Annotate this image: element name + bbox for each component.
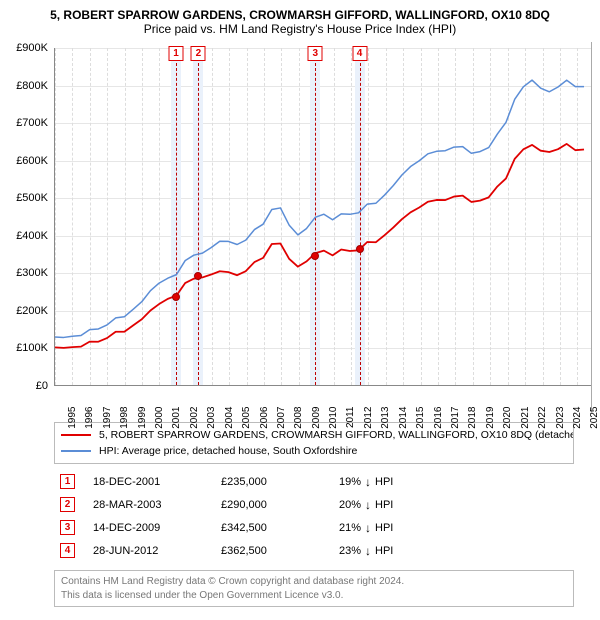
x-tick-label: 2000 (154, 407, 165, 429)
sale-marker-box: 3 (308, 46, 323, 61)
sale-price: £342,500 (221, 522, 321, 534)
y-tick-label: £300K (16, 267, 48, 279)
x-tick-label: 2020 (502, 407, 513, 429)
x-tick-label: 1998 (119, 407, 130, 429)
y-tick-label: £800K (16, 80, 48, 92)
x-tick-label: 2021 (519, 407, 530, 429)
chart-area: £0 £100K £200K £300K £400K £500K £600K £700K £80… (8, 42, 592, 412)
x-tick-label: 2008 (293, 407, 304, 429)
sale-marker-box: 4 (352, 46, 367, 61)
legend-swatch (61, 434, 91, 436)
sale-date: 18-DEC-2001 (93, 476, 203, 488)
x-tick-label: 1995 (67, 407, 78, 429)
sale-marker-box: 1 (169, 46, 184, 61)
x-tick-label: 2004 (223, 407, 234, 429)
x-tick-label: 2014 (398, 407, 409, 429)
y-tick-label: £600K (16, 155, 48, 167)
legend-label: HPI: Average price, detached house, Sout… (99, 445, 357, 457)
x-tick-label: 2005 (241, 407, 252, 429)
x-tick-label: 2025 (589, 407, 600, 429)
x-tick-label: 2022 (537, 407, 548, 429)
x-tick-label: 2009 (311, 407, 322, 429)
chart-title-address: 5, ROBERT SPARROW GARDENS, CROWMARSH GIF… (8, 8, 592, 22)
sale-delta: 21% ↓ HPI (339, 521, 449, 535)
x-tick-label: 1999 (136, 407, 147, 429)
x-tick-label: 2007 (276, 407, 287, 429)
x-tick-label: 2002 (189, 407, 200, 429)
chart-lines (55, 48, 591, 385)
x-tick-label: 2003 (206, 407, 217, 429)
arrow-down-icon: ↓ (365, 521, 371, 535)
x-tick-label: 2024 (572, 407, 583, 429)
chart-title-block: 5, ROBERT SPARROW GARDENS, CROWMARSH GIF… (8, 8, 592, 36)
attribution-footer: Contains HM Land Registry data © Crown c… (54, 570, 574, 607)
sale-date: 28-JUN-2012 (93, 545, 203, 557)
legend-row: HPI: Average price, detached house, Sout… (61, 443, 567, 459)
sale-delta-pct: 19% (339, 476, 361, 488)
x-tick-label: 2023 (554, 407, 565, 429)
sale-price: £235,000 (221, 476, 321, 488)
y-tick-label: £100K (16, 342, 48, 354)
arrow-down-icon: ↓ (365, 475, 371, 489)
sale-row: 1 18-DEC-2001 £235,000 19% ↓ HPI (54, 470, 574, 493)
sale-delta-pct: 23% (339, 545, 361, 557)
sale-row: 4 28-JUN-2012 £362,500 23% ↓ HPI (54, 539, 574, 562)
arrow-down-icon: ↓ (365, 544, 371, 558)
sales-table: 1 18-DEC-2001 £235,000 19% ↓ HPI 2 28-MAR-2003 £… (54, 470, 574, 562)
sale-date: 28-MAR-2003 (93, 499, 203, 511)
sale-number-box: 2 (60, 497, 75, 512)
x-tick-label: 2017 (450, 407, 461, 429)
sale-delta: 20% ↓ HPI (339, 498, 449, 512)
sale-row: 3 14-DEC-2009 £342,500 21% ↓ HPI (54, 516, 574, 539)
x-tick-label: 2011 (345, 407, 356, 429)
footer-line-1: Contains HM Land Registry data © Crown c… (61, 575, 567, 589)
y-tick-label: £200K (16, 305, 48, 317)
sale-delta-pct: 20% (339, 499, 361, 511)
y-tick-label: £700K (16, 117, 48, 129)
sale-price: £362,500 (221, 545, 321, 557)
plot-area: 12 3 4 (54, 48, 591, 386)
x-tick-label: 2016 (432, 407, 443, 429)
x-tick-label: 2013 (380, 407, 391, 429)
x-tick-label: 2010 (328, 407, 339, 429)
sale-delta-suffix: HPI (375, 476, 393, 488)
y-axis-labels: £0 £100K £200K £300K £400K £500K £600K £700K £80… (8, 42, 52, 412)
sale-row: 2 28-MAR-2003 £290,000 20% ↓ HPI (54, 493, 574, 516)
sale-marker-point (356, 245, 364, 253)
sale-delta: 19% ↓ HPI (339, 475, 449, 489)
x-tick-label: 2001 (171, 407, 182, 429)
x-tick-label: 2019 (485, 407, 496, 429)
sale-date: 14-DEC-2009 (93, 522, 203, 534)
sale-marker-point (194, 272, 202, 280)
sale-marker-point (311, 252, 319, 260)
x-tick-label: 2015 (415, 407, 426, 429)
sale-delta: 23% ↓ HPI (339, 544, 449, 558)
footer-line-2: This data is licensed under the Open Gov… (61, 589, 567, 603)
sale-delta-suffix: HPI (375, 545, 393, 557)
sale-delta-suffix: HPI (375, 522, 393, 534)
chart-title-subtitle: Price paid vs. HM Land Registry's House … (8, 22, 592, 36)
sale-marker-box: 2 (191, 46, 206, 61)
x-tick-label: 2018 (467, 407, 478, 429)
sale-number-box: 3 (60, 520, 75, 535)
sale-price: £290,000 (221, 499, 321, 511)
sale-number-box: 1 (60, 474, 75, 489)
x-tick-label: 1996 (84, 407, 95, 429)
x-tick-label: 2012 (363, 407, 374, 429)
y-tick-label: £0 (36, 380, 48, 392)
legend-row: 5, ROBERT SPARROW GARDENS, CROWMARSH GIF… (61, 427, 567, 443)
y-tick-label: £400K (16, 230, 48, 242)
x-tick-label: 2006 (258, 407, 269, 429)
sale-number-box: 4 (60, 543, 75, 558)
y-tick-label: £500K (16, 192, 48, 204)
x-tick-label: 1997 (102, 407, 113, 429)
arrow-down-icon: ↓ (365, 498, 371, 512)
y-tick-label: £900K (16, 42, 48, 54)
sale-marker-point (172, 293, 180, 301)
legend-label: 5, ROBERT SPARROW GARDENS, CROWMARSH GIF… (99, 429, 574, 441)
x-axis-labels: 1995199619971998199920002001200220032004… (54, 386, 591, 412)
sale-delta-pct: 21% (339, 522, 361, 534)
sale-delta-suffix: HPI (375, 499, 393, 511)
legend-swatch (61, 450, 91, 452)
